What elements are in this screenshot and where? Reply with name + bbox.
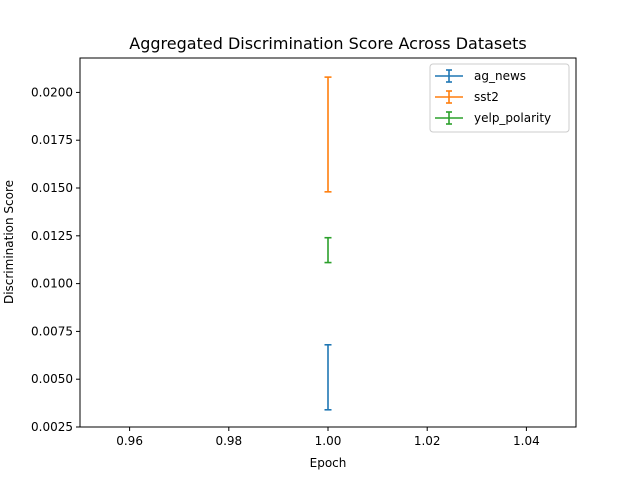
legend: ag_news sst2 yelp_polarity — [429, 63, 570, 133]
errorbar-yelp_polarity — [324, 236, 332, 264]
x-tick-label: 0.96 — [116, 434, 143, 448]
x-tick-label: 1.04 — [513, 434, 540, 448]
plot-area — [324, 76, 332, 411]
x-tick-label: 0.98 — [215, 434, 242, 448]
y-tick-label: 0.0100 — [31, 277, 73, 291]
axes-frame — [79, 57, 577, 428]
x-tick-label: 1.02 — [414, 434, 441, 448]
legend-label: sst2 — [474, 90, 499, 104]
legend-entry: sst2 — [435, 90, 499, 104]
axes: 0.96 0.98 1.00 1.02 1.04 0.0025 0.0050 0.0075 0.… — [31, 85, 540, 448]
y-axis-label: Discrimination Score — [2, 180, 16, 304]
y-tick-label: 0.0050 — [31, 372, 73, 386]
legend-entry: yelp_polarity — [435, 111, 551, 125]
y-tick-label: 0.0200 — [31, 85, 73, 99]
errorbar-sst2 — [324, 76, 332, 193]
x-axis-label: Epoch — [310, 456, 347, 470]
y-tick-label: 0.0175 — [31, 133, 73, 147]
y-tick-label: 0.0150 — [31, 181, 73, 195]
y-tick-label: 0.0125 — [31, 229, 73, 243]
chart-title: Aggregated Discrimination Score Across D… — [129, 34, 526, 53]
x-tick-label: 1.00 — [315, 434, 342, 448]
y-tick-label: 0.0025 — [31, 420, 73, 434]
legend-entry: ag_news — [435, 69, 526, 83]
y-tick-label: 0.0075 — [31, 324, 73, 338]
errorbar-ag_news — [324, 343, 332, 411]
legend-label: yelp_polarity — [474, 111, 551, 125]
legend-label: ag_news — [474, 69, 526, 83]
legend-box — [429, 63, 570, 133]
